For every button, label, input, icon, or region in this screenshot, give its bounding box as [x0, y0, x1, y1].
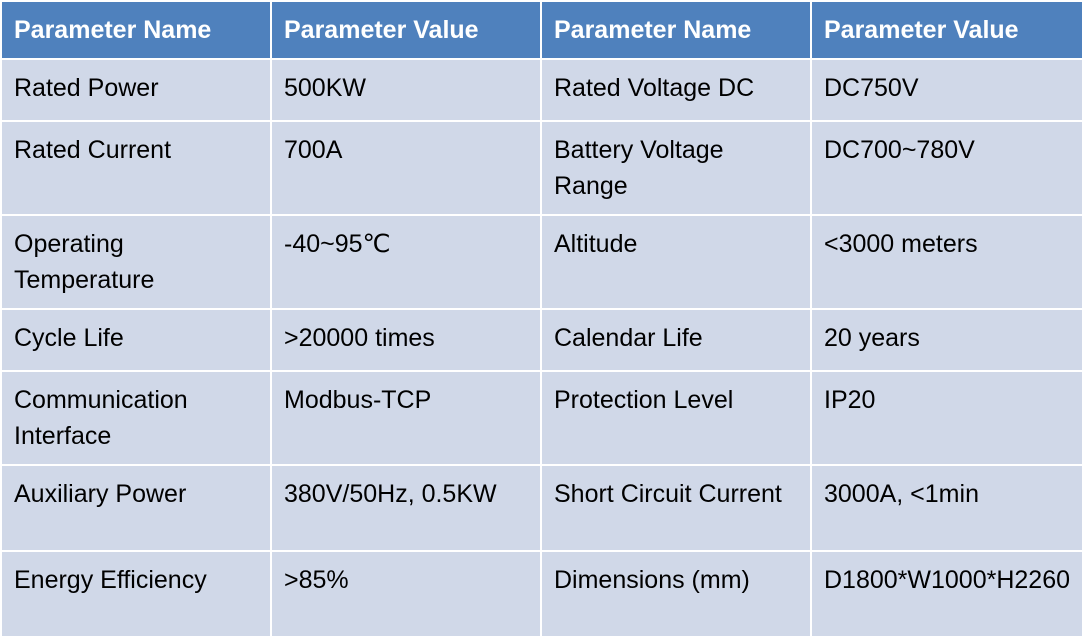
parameter-name-cell: Rated Voltage DC: [540, 58, 812, 122]
parameter-value-cell: 380V/50Hz, 0.5KW: [270, 464, 542, 552]
parameter-name-cell: Altitude: [540, 214, 812, 310]
parameter-value-cell: 3000A, <1min: [810, 464, 1082, 552]
parameter-value-cell: DC700~780V: [810, 120, 1082, 216]
table-row: Auxiliary Power 380V/50Hz, 0.5KW Short C…: [0, 464, 1082, 552]
parameter-name-cell: Rated Power: [0, 58, 272, 122]
table-header-row: Parameter Name Parameter Value Parameter…: [0, 0, 1082, 60]
parameter-name-cell: Battery Voltage Range: [540, 120, 812, 216]
parameter-value-cell: 700A: [270, 120, 542, 216]
table-row: Operating Temperature -40~95℃ Altitude <…: [0, 214, 1082, 310]
header-parameter-name-2: Parameter Name: [540, 0, 812, 60]
table-row: Energy Efficiency >85% Dimensions (mm) D…: [0, 550, 1082, 638]
parameter-value-cell: DC750V: [810, 58, 1082, 122]
parameter-value-cell: D1800*W1000*H2260: [810, 550, 1082, 638]
parameter-name-cell: Cycle Life: [0, 308, 272, 372]
parameter-name-cell: Auxiliary Power: [0, 464, 272, 552]
parameter-name-cell: Rated Current: [0, 120, 272, 216]
parameter-value-cell: Modbus-TCP: [270, 370, 542, 466]
parameter-name-cell: Protection Level: [540, 370, 812, 466]
parameter-name-cell: Short Circuit Current: [540, 464, 812, 552]
table-row: Cycle Life >20000 times Calendar Life 20…: [0, 308, 1082, 372]
parameter-name-cell: Dimensions (mm): [540, 550, 812, 638]
parameter-value-cell: -40~95℃: [270, 214, 542, 310]
table-row: Rated Power 500KW Rated Voltage DC DC750…: [0, 58, 1082, 122]
parameter-name-cell: Calendar Life: [540, 308, 812, 372]
parameter-value-cell: 20 years: [810, 308, 1082, 372]
parameter-value-cell: <3000 meters: [810, 214, 1082, 310]
header-parameter-value-2: Parameter Value: [810, 0, 1082, 60]
table-row: Rated Current 700A Battery Voltage Range…: [0, 120, 1082, 216]
parameter-value-cell: IP20: [810, 370, 1082, 466]
parameter-name-cell: Communication Interface: [0, 370, 272, 466]
parameter-value-cell: >20000 times: [270, 308, 542, 372]
header-parameter-value-1: Parameter Value: [270, 0, 542, 60]
parameter-name-cell: Energy Efficiency: [0, 550, 272, 638]
parameter-name-cell: Operating Temperature: [0, 214, 272, 310]
table-row: Communication Interface Modbus-TCP Prote…: [0, 370, 1082, 466]
parameter-value-cell: >85%: [270, 550, 542, 638]
parameter-value-cell: 500KW: [270, 58, 542, 122]
header-parameter-name-1: Parameter Name: [0, 0, 272, 60]
